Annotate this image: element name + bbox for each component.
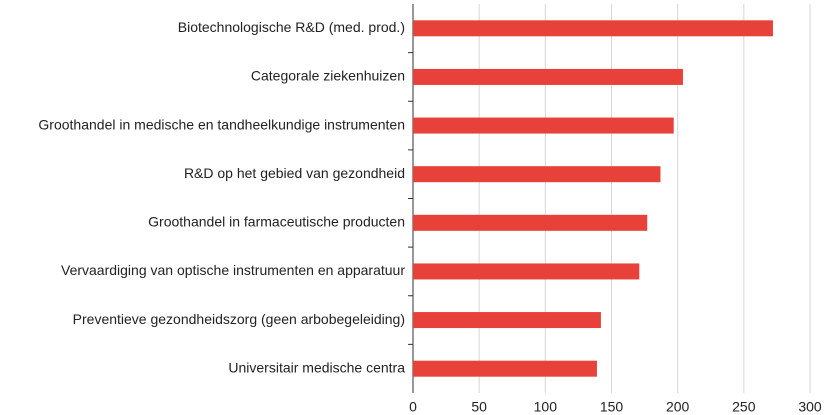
y-tick-label: Groothandel in medische en tandheelkundi… [38,116,405,132]
y-tick-label: Biotechnologische R&D (med. prod.) [178,19,405,35]
bar [413,68,683,85]
bar [413,117,674,134]
y-tick-label: Vervaardiging van optische instrumenten … [61,262,405,278]
bar [413,312,601,329]
bar [413,214,648,231]
y-tick-label: Universitair medische centra [228,359,405,375]
x-tick-label: 200 [666,399,690,415]
x-tick-label: 150 [600,399,624,415]
bar [413,263,640,280]
y-tick-label: Categorale ziekenhuizen [251,68,405,84]
y-tick-label: Preventieve gezondheidszorg (geen arbobe… [73,311,405,327]
x-tick-label: 250 [732,399,756,415]
x-tick-label: 0 [409,399,417,415]
bar [413,360,597,377]
bar [413,166,661,183]
x-tick-label: 100 [534,399,558,415]
x-tick-label: 300 [798,399,822,415]
y-tick-label: Groothandel in farmaceutische producten [148,214,405,230]
bar [413,20,773,37]
y-tick-label: R&D op het gebied van gezondheid [184,165,405,181]
x-tick-label: 50 [471,399,487,415]
